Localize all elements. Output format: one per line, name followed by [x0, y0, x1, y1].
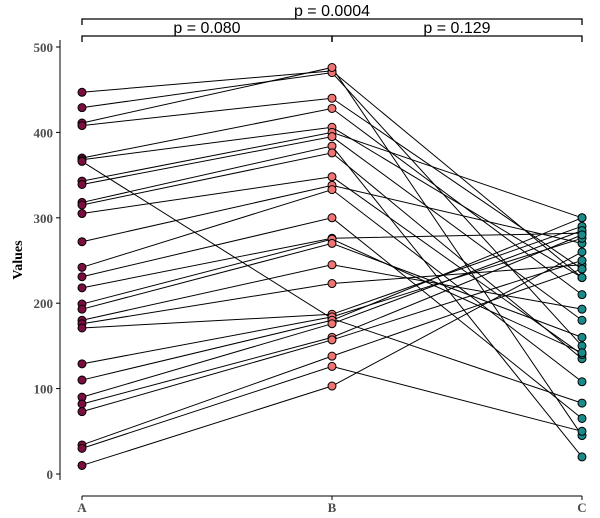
pair-line — [81, 66, 583, 436]
data-point-c — [577, 290, 587, 300]
p-value-label: p = 0.129 — [423, 20, 490, 37]
y-tick-label: 100 — [34, 382, 54, 397]
y-tick-label: 400 — [34, 125, 54, 140]
y-tick-label: 200 — [34, 296, 54, 311]
data-point-c — [577, 398, 587, 408]
data-point-a — [77, 283, 87, 293]
x-tick-label: C — [577, 500, 586, 515]
data-point-b — [327, 361, 337, 371]
data-point-c — [577, 452, 587, 462]
significance-brackets: p = 0.080 p = 0.129 p = 0.0004 — [81, 3, 583, 42]
data-point-b — [327, 381, 337, 391]
data-point-a — [77, 200, 87, 210]
p-value-label: p = 0.0004 — [294, 3, 370, 20]
x-ticks: A B C — [77, 496, 587, 515]
axes — [59, 40, 582, 497]
data-point-a — [77, 323, 87, 333]
y-tick-label: 500 — [34, 40, 54, 55]
data-point-a — [77, 179, 87, 189]
data-point-b — [327, 335, 337, 345]
p-value-label: p = 0.080 — [173, 20, 240, 37]
data-point-b — [327, 319, 337, 329]
data-point-a — [77, 237, 87, 247]
data-point-a — [77, 375, 87, 385]
data-point-c — [577, 230, 587, 240]
data-point-c — [577, 426, 587, 436]
data-point-c — [577, 413, 587, 423]
data-point-b — [327, 185, 337, 195]
data-point-c — [577, 213, 587, 223]
data-point-b — [327, 93, 337, 103]
data-point-b — [327, 132, 337, 142]
data-point-b — [327, 62, 337, 72]
data-point-c — [577, 273, 587, 283]
data-point-b — [327, 279, 337, 289]
y-tick-label: 300 — [34, 211, 54, 226]
data-point-a — [77, 121, 87, 131]
data-point-a — [77, 304, 87, 314]
data-point-b — [327, 260, 337, 270]
significance-bracket — [81, 18, 583, 25]
data-point-c — [577, 332, 587, 342]
data-point-c — [577, 304, 587, 314]
significance-bracket — [331, 35, 583, 42]
data-point-c — [577, 247, 587, 257]
data-point-a — [77, 209, 87, 219]
data-point-a — [77, 407, 87, 417]
x-tick-label: A — [77, 500, 87, 515]
y-tick-label: 0 — [47, 467, 54, 482]
data-point-b — [327, 351, 337, 361]
data-point-c — [577, 256, 587, 265]
data-point-b — [327, 213, 337, 223]
data-point-c — [577, 264, 587, 274]
data-point-a — [77, 103, 87, 113]
y-ticks: 0 100 200 300 400 500 — [34, 40, 60, 482]
data-point-c — [577, 377, 587, 387]
data-point-b — [327, 172, 337, 182]
data-point-a — [77, 272, 87, 282]
data-point-a — [77, 399, 87, 409]
data-point-a — [77, 359, 87, 369]
y-axis-title: Values — [11, 240, 26, 280]
data-point-a — [77, 460, 87, 470]
data-point-c — [577, 315, 587, 325]
data-point-c — [577, 348, 587, 358]
data-point-b — [327, 238, 337, 248]
data-point-b — [327, 148, 337, 158]
pair-line — [81, 72, 583, 347]
data-point-a — [77, 87, 87, 97]
data-points — [77, 62, 587, 470]
data-point-a — [77, 262, 87, 272]
pair-line — [81, 365, 583, 449]
data-point-a — [77, 443, 87, 453]
data-point-b — [327, 103, 337, 113]
data-point-a — [77, 156, 87, 166]
x-tick-label: B — [328, 500, 337, 515]
